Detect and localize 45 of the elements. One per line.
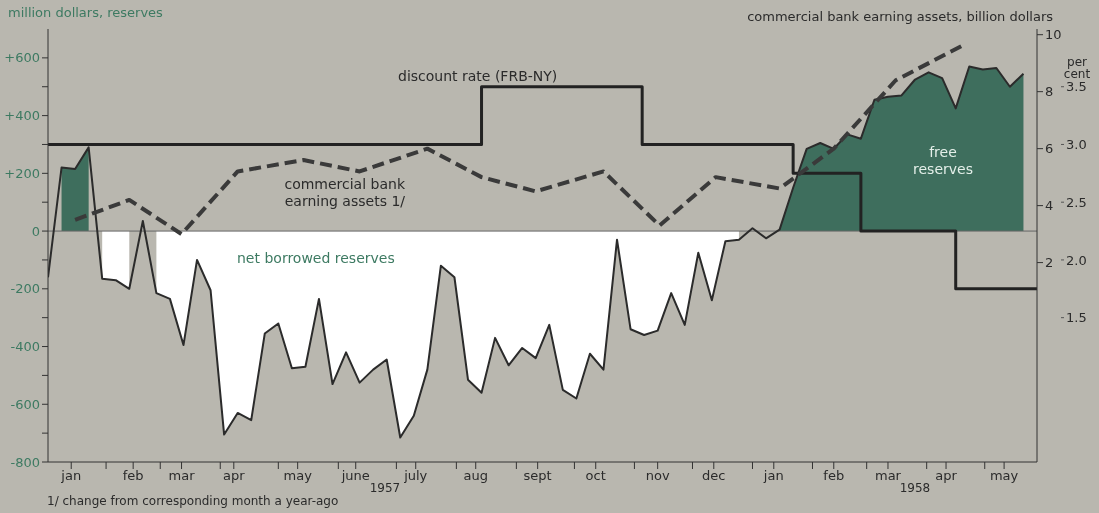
y-tick-label: -200 <box>10 281 40 297</box>
text: 1958 <box>898 481 932 495</box>
x-tick-label: july <box>403 468 428 484</box>
x-tick-label: apr <box>935 468 958 484</box>
series-label: discount rate (FRB-NY) <box>398 68 559 85</box>
x-tick-label: june <box>340 468 370 484</box>
y3-axis-title: per cent <box>1062 55 1092 81</box>
y2-axis-title: commercial bank earning assets, billion dollars <box>747 9 1053 24</box>
y3-tick-label: 2.0 <box>1066 252 1087 268</box>
text: 1957 <box>369 481 402 495</box>
y-tick-label: +200 <box>4 165 40 181</box>
y2-tick-label: 2 <box>1045 255 1054 271</box>
x-tick-label: feb <box>122 468 144 484</box>
y2-tick-label: 4 <box>1045 198 1054 214</box>
y2-tick-label: 8 <box>1045 84 1054 100</box>
y3-tick-label: 1.5 <box>1066 310 1087 326</box>
x-tick-label: mar <box>874 468 902 484</box>
x-tick-label: jan <box>762 468 784 484</box>
x-tick-label: dec <box>702 468 726 484</box>
x-tick-label: may <box>989 468 1019 484</box>
y3-tick-label: 3.5 <box>1066 79 1087 95</box>
series-label: net borrowed reserves <box>237 250 396 267</box>
y2-tick-label: 6 <box>1045 141 1054 157</box>
y3-tick-label: 3.0 <box>1066 137 1087 153</box>
x-tick-label: nov <box>645 468 670 484</box>
x-tick-label: sept <box>523 468 552 484</box>
y-tick-label: -400 <box>10 339 40 355</box>
y-tick-label: -600 <box>10 396 40 412</box>
y-tick-label: +400 <box>4 108 40 124</box>
y-tick-label: -800 <box>10 454 40 470</box>
y3-tick-label: 2.5 <box>1066 194 1087 210</box>
y-tick-label: 0 <box>31 223 40 239</box>
y-axis-title: million dollars, reserves <box>8 5 163 20</box>
x-tick-label: jan <box>60 468 82 484</box>
series-label: free reserves <box>912 144 974 178</box>
y2-tick-label: 10 <box>1045 27 1062 43</box>
x-tick-label: may <box>283 468 313 484</box>
series-label: commercial bank earning assets 1/ <box>283 176 405 210</box>
y-tick-label: +600 <box>4 50 40 66</box>
text: 1/ change from corresponding month a year-ago <box>47 494 340 508</box>
x-tick-label: oct <box>585 468 606 484</box>
x-tick-label: apr <box>223 468 246 484</box>
x-tick-label: feb <box>823 468 845 484</box>
x-tick-label: aug <box>463 468 488 484</box>
x-tick-label: mar <box>168 468 196 484</box>
